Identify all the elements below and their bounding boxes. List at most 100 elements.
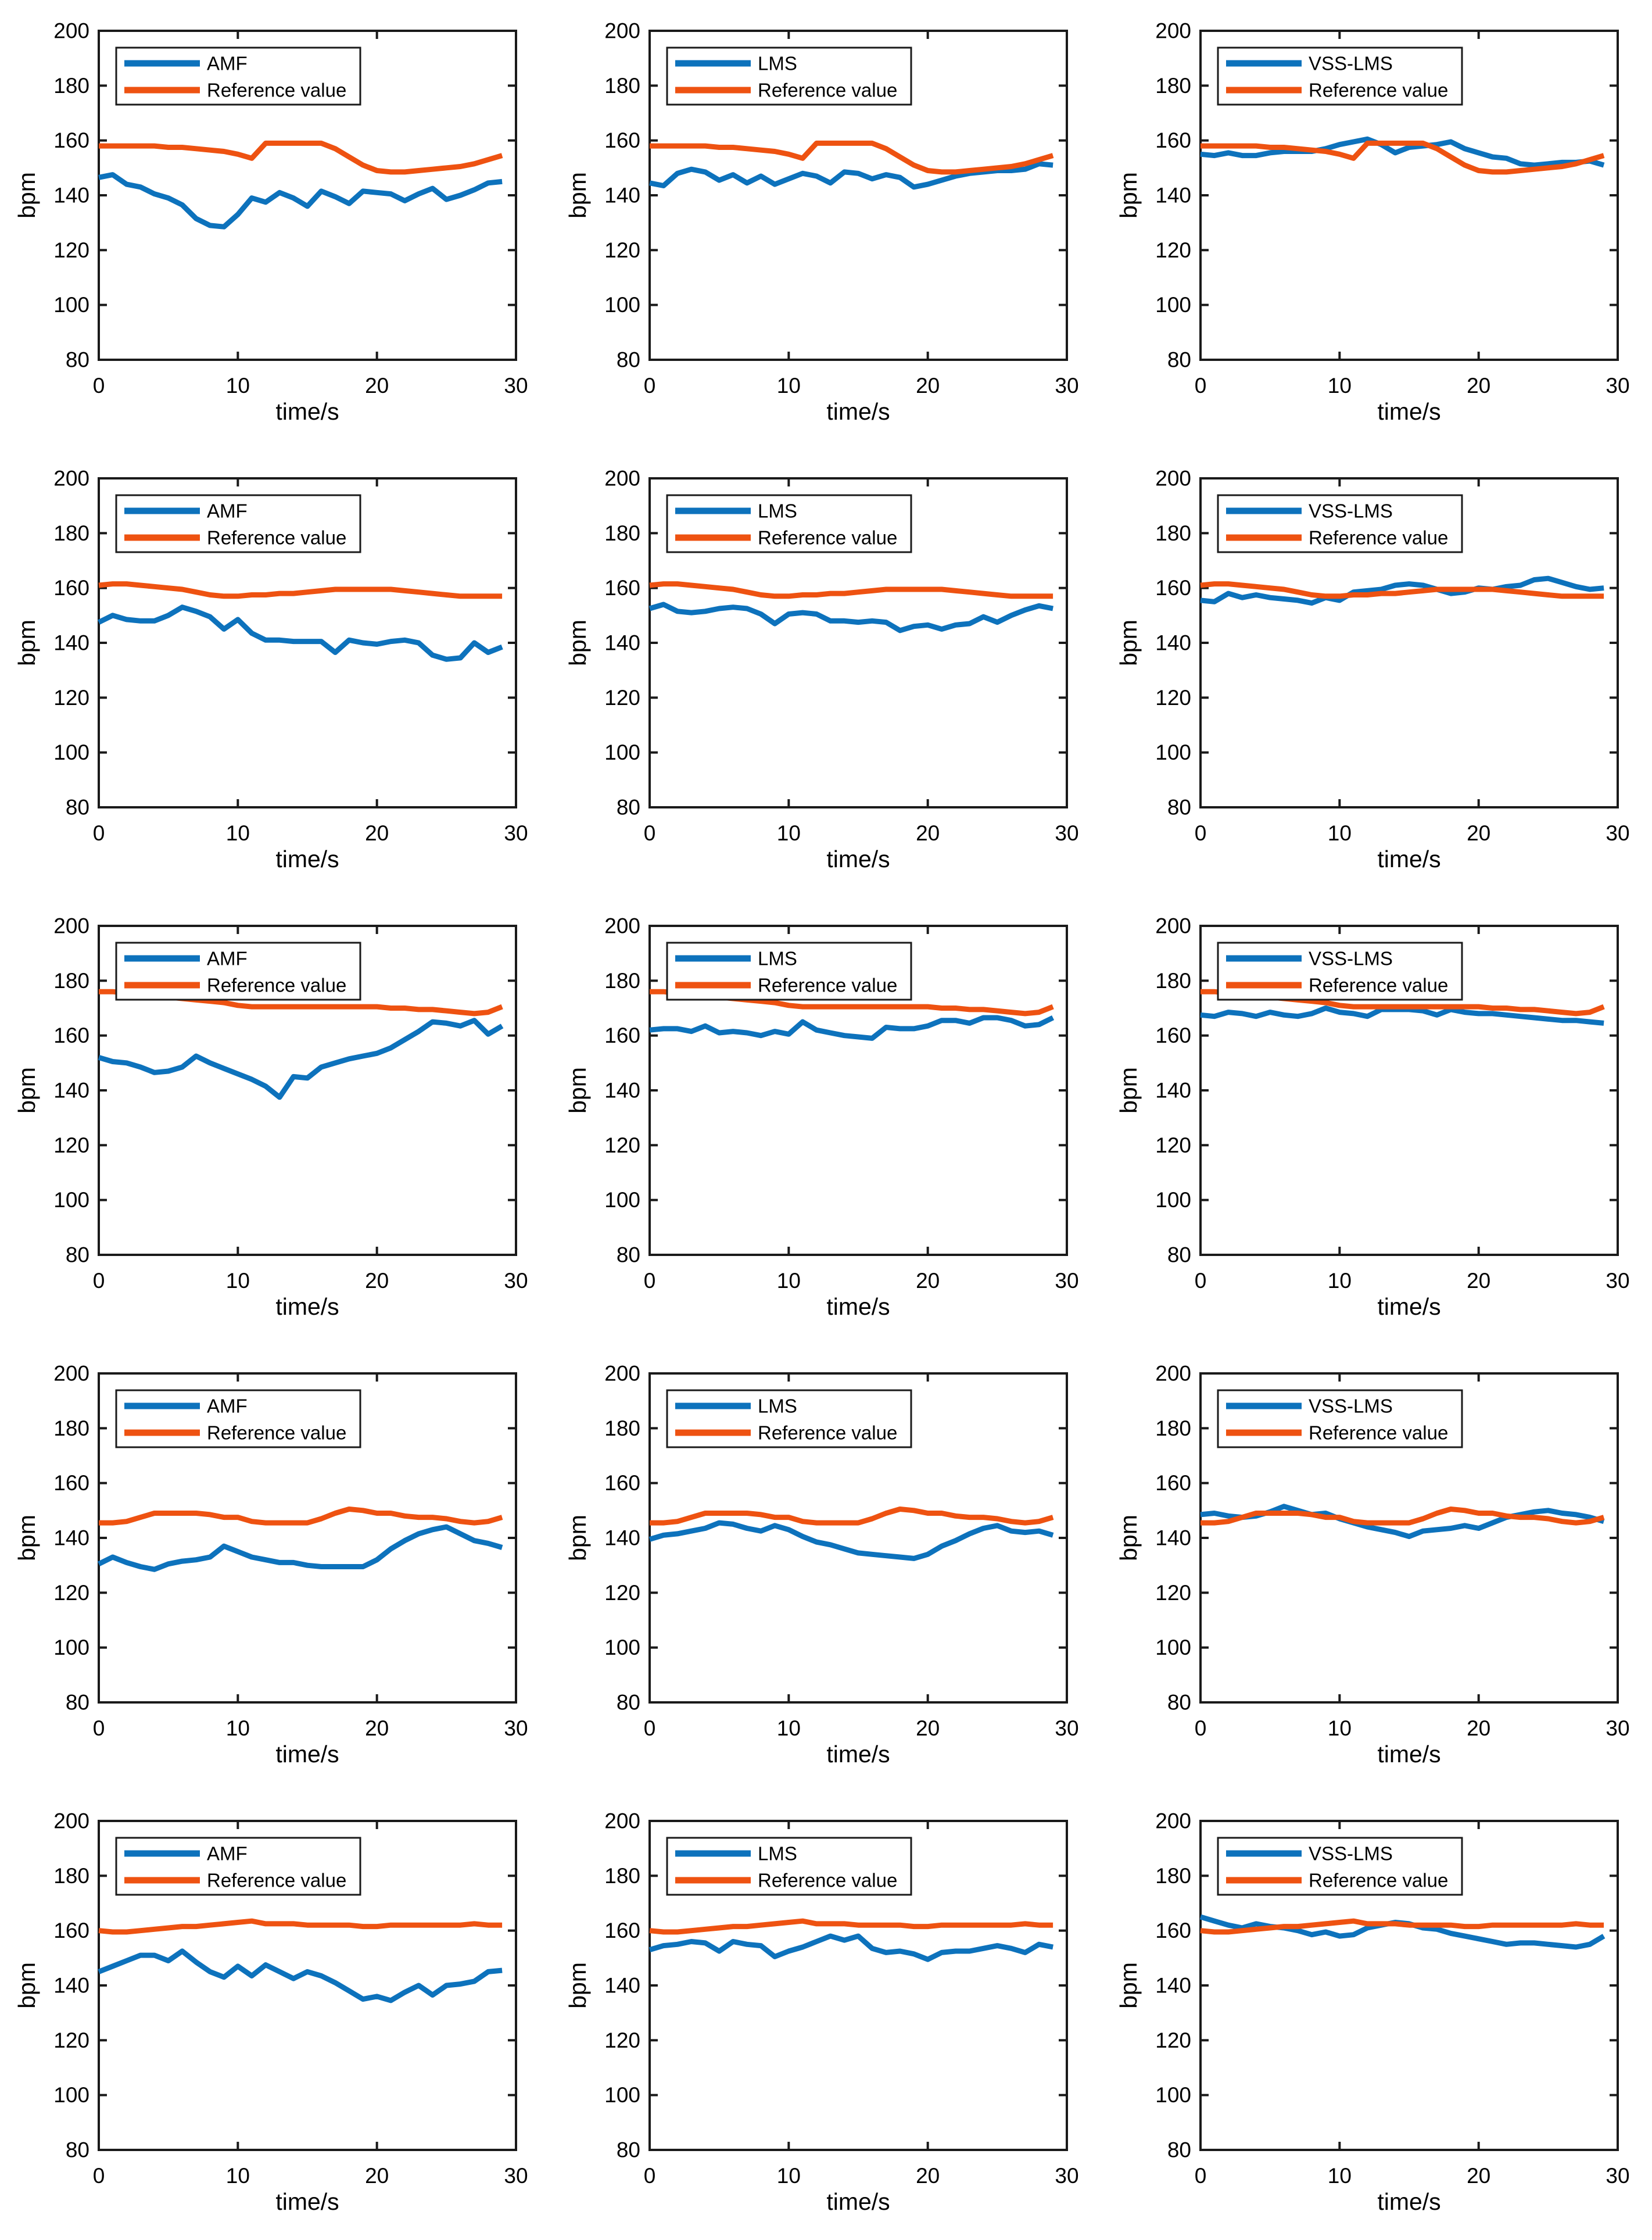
chart-row5-col2: 0 10 20 30 80 100 120 140 160 180 200 time/s bpm LMS R… (564, 1809, 1079, 2216)
x-tick-label: 20 (1467, 2164, 1490, 2188)
x-tick-label: 0 (93, 821, 105, 845)
x-tick-label: 20 (916, 374, 940, 398)
y-tick-label: 140 (53, 1974, 89, 1998)
x-tick-label: 30 (1055, 374, 1078, 398)
y-tick-label: 180 (604, 1416, 640, 1440)
legend-label: Reference value (758, 80, 897, 101)
legend-label: VSS-LMS (1309, 1843, 1393, 1865)
reference-line (1200, 581, 1604, 599)
x-tick-label: 30 (504, 374, 528, 398)
x-tick-label: 30 (1606, 821, 1629, 845)
y-axis-label: bpm (13, 1515, 40, 1561)
y-axis-label: bpm (1115, 1962, 1142, 2009)
x-tick-label: 0 (93, 374, 105, 398)
x-tick-label: 30 (1055, 1269, 1078, 1293)
y-tick-label: 200 (53, 19, 89, 43)
legend-label: VSS-LMS (1309, 53, 1393, 74)
y-axis-label: bpm (564, 1067, 591, 1114)
x-axis-label: time/s (1377, 1741, 1440, 1767)
legend: LMS Reference value (666, 46, 912, 106)
chart-row1-col2: 0 10 20 30 80 100 120 140 160 180 200 time/s bpm LMS R… (564, 19, 1079, 425)
y-tick-label: 80 (617, 1691, 640, 1715)
x-tick-label: 20 (1467, 1269, 1490, 1293)
x-tick-label: 20 (365, 821, 389, 845)
estimate-line-lms (648, 1520, 1054, 1561)
x-axis-label: time/s (275, 1293, 339, 1320)
x-tick-label: 30 (1055, 1716, 1078, 1740)
legend-label: Reference value (207, 975, 346, 996)
y-tick-label: 140 (1155, 184, 1191, 207)
chart-cell-amf-row1: 0 10 20 30 80 100 120 140 160 180 200 time/s bpm AMF R… (0, 0, 551, 448)
y-tick-label: 100 (604, 1188, 640, 1212)
legend-label: Reference value (207, 1422, 346, 1444)
x-axis-label: time/s (275, 2188, 339, 2215)
y-axis-label: bpm (13, 1962, 40, 2009)
y-tick-label: 120 (53, 238, 89, 262)
legend-label: Reference value (207, 527, 346, 549)
x-tick-label: 30 (1606, 374, 1629, 398)
x-tick-label: 30 (1606, 1269, 1629, 1293)
y-axis-label: bpm (564, 172, 591, 219)
legend-box (1217, 46, 1463, 106)
legend-box (1217, 1837, 1463, 1896)
chart-cell-vss-lms-row5: 0 10 20 30 80 100 120 140 160 180 200 time/s bpm VSS-… (1102, 1790, 1652, 2240)
legend-label: Reference value (758, 1870, 897, 1891)
chart-row5-col1: 0 10 20 30 80 100 120 140 160 180 200 time/s bpm AMF R… (13, 1809, 528, 2216)
x-tick-label: 30 (504, 821, 528, 845)
y-axis-label: bpm (13, 172, 40, 219)
y-tick-label: 140 (1155, 1974, 1191, 1998)
legend-label: AMF (207, 500, 248, 522)
x-tick-label: 20 (365, 2164, 389, 2188)
y-tick-label: 80 (617, 796, 640, 820)
y-tick-label: 120 (604, 686, 640, 710)
estimate-line-amf (98, 604, 503, 662)
y-tick-label: 80 (1167, 348, 1191, 372)
chart-row3-col1: 0 10 20 30 80 100 120 140 160 180 200 time/s bpm AMF R… (13, 914, 528, 1321)
legend: LMS Reference value (666, 1389, 912, 1448)
y-tick-label: 160 (1155, 576, 1191, 600)
x-tick-label: 0 (644, 1269, 656, 1293)
y-tick-label: 200 (53, 1809, 89, 1833)
y-tick-label: 140 (604, 631, 640, 655)
y-tick-label: 160 (1155, 1919, 1191, 1942)
estimate-line-vss-lms (1199, 1914, 1606, 1950)
estimate-line-amf (98, 172, 503, 230)
x-tick-label: 20 (365, 1716, 389, 1740)
y-tick-label: 120 (1155, 1133, 1191, 1157)
x-tick-label: 10 (226, 374, 250, 398)
y-tick-label: 200 (1155, 19, 1191, 43)
y-tick-label: 120 (1155, 1581, 1191, 1605)
legend-label: LMS (758, 1843, 797, 1865)
y-tick-label: 80 (66, 1243, 89, 1267)
estimate-line-lms (648, 1933, 1053, 1962)
y-tick-label: 180 (1155, 969, 1191, 993)
y-axis-label: bpm (1115, 620, 1142, 666)
legend-label: VSS-LMS (1309, 1395, 1393, 1417)
y-tick-label: 120 (604, 1581, 640, 1605)
y-tick-label: 200 (1155, 467, 1191, 491)
chart-cell-amf-row3: 0 10 20 30 80 100 120 140 160 180 200 time/s bpm AMF R… (0, 895, 551, 1343)
x-axis-label: time/s (826, 2188, 890, 2215)
y-axis-label: bpm (1115, 1067, 1142, 1114)
x-tick-label: 0 (644, 374, 656, 398)
y-tick-label: 180 (53, 521, 89, 545)
legend: VSS-LMS Reference value (1217, 942, 1463, 1001)
legend-box (666, 1837, 912, 1896)
y-tick-label: 160 (604, 1471, 640, 1495)
y-tick-label: 200 (604, 19, 640, 43)
x-tick-label: 0 (93, 1716, 105, 1740)
y-tick-label: 180 (1155, 1416, 1191, 1440)
y-tick-label: 120 (53, 1581, 89, 1605)
legend-box (115, 1837, 361, 1896)
legend-box (666, 494, 912, 553)
x-axis-label: time/s (275, 398, 339, 425)
legend-box (1217, 494, 1463, 553)
x-tick-label: 20 (365, 1269, 389, 1293)
y-tick-label: 160 (1155, 1024, 1191, 1047)
y-tick-label: 200 (53, 914, 89, 938)
x-tick-label: 10 (1328, 2164, 1352, 2188)
legend-label: AMF (207, 1395, 248, 1417)
chart-cell-vss-lms-row4: 0 10 20 30 80 100 120 140 160 180 200 time/s bpm VSS-… (1102, 1343, 1652, 1790)
x-tick-label: 0 (1195, 1269, 1207, 1293)
y-tick-label: 180 (1155, 521, 1191, 545)
